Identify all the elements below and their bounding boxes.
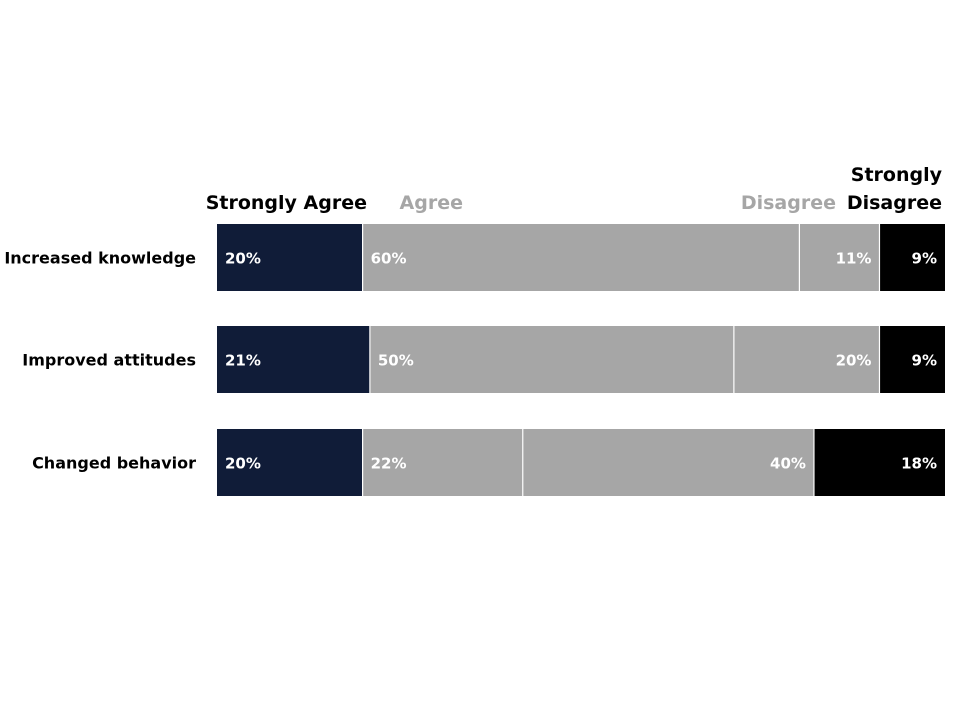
data-label-changed-behavior-strongly-agree: 20% [225,455,261,473]
data-label-changed-behavior-strongly-disagree: 18% [901,455,937,473]
data-label-changed-behavior-agree: 22% [371,455,407,473]
bar-improved-attitudes-agree [369,326,734,393]
legend: Strongly Agree Agree Disagree Strongly Disag… [206,164,943,214]
data-label-improved-attitudes-disagree: 20% [836,352,872,370]
category-label-increased-knowledge: Increased knowledge [4,249,196,268]
bars: 20% 60% 11% 9% 21% 50% 20% 9% 20% 22% 40% 18% [217,224,945,496]
data-label-increased-knowledge-agree: 60% [371,250,407,268]
data-label-increased-knowledge-strongly-agree: 20% [225,250,261,268]
bar-changed-behavior-strongly-disagree [813,429,945,496]
legend-agree: Agree [400,192,463,214]
data-label-increased-knowledge-disagree: 11% [836,250,872,268]
legend-disagree: Disagree [741,192,836,214]
category-label-improved-attitudes: Improved attitudes [22,351,196,370]
data-label-improved-attitudes-strongly-agree: 21% [225,352,261,370]
data-label-improved-attitudes-agree: 50% [378,352,414,370]
bar-increased-knowledge-strongly-agree [217,224,363,291]
legend-strongly-disagree-line-2: Disagree [847,192,942,214]
category-labels: Increased knowledge Improved attitudes Cha… [4,249,196,473]
bar-improved-attitudes-disagree [733,326,880,393]
bar-changed-behavior-disagree [522,429,814,496]
data-label-increased-knowledge-strongly-disagree: 9% [912,250,937,268]
bar-improved-attitudes-strongly-agree [217,326,370,393]
data-label-changed-behavior-disagree: 40% [770,455,806,473]
bar-changed-behavior-agree [362,429,523,496]
bar-improved-attitudes-strongly-disagree [879,326,945,393]
bar-increased-knowledge-agree [362,224,800,291]
bar-increased-knowledge-disagree [799,224,880,291]
bar-changed-behavior-strongly-agree [217,429,363,496]
data-label-improved-attitudes-strongly-disagree: 9% [912,352,937,370]
category-label-changed-behavior: Changed behavior [32,454,196,473]
bar-increased-knowledge-strongly-disagree [879,224,945,291]
legend-strongly-disagree-line-1: Strongly [851,164,943,186]
legend-strongly-agree: Strongly Agree [206,192,367,214]
